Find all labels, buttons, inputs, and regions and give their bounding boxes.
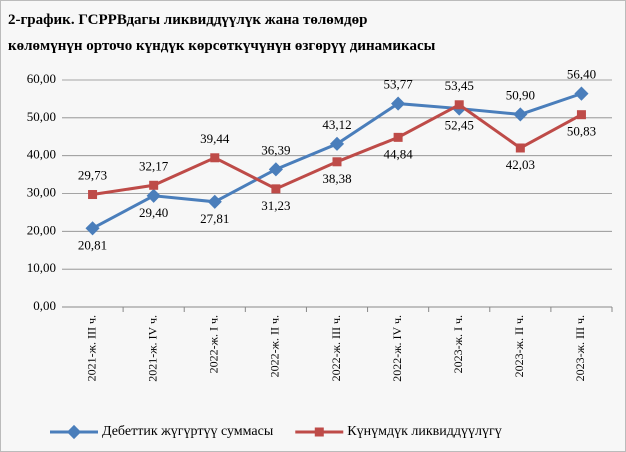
data-label: 38,38	[322, 171, 351, 186]
y-tick-label: 20,00	[27, 222, 56, 237]
marker	[513, 107, 528, 122]
data-label: 56,40	[567, 67, 596, 82]
x-tick-label: 2023-ж. I ч.	[451, 315, 465, 373]
marker	[146, 188, 161, 203]
marker	[576, 110, 586, 120]
data-label: 52,45	[445, 118, 474, 133]
data-label: 53,45	[445, 78, 474, 93]
marker	[574, 86, 589, 101]
data-label: 43,12	[322, 117, 351, 132]
legend-label: Дебеттик жүгүртүү суммасы	[102, 424, 274, 439]
chart-title: көлөмүнүн орточо күндүк көрсөткүчүнүн өз…	[8, 38, 436, 54]
x-tick-label: 2022-ж. I ч.	[207, 315, 221, 373]
x-tick-label: 2022-ж. III ч.	[329, 315, 343, 381]
data-label: 27,81	[200, 211, 229, 226]
legend-label: Күнүмдүк ликвиддүүлүгү	[347, 424, 501, 439]
x-tick-label: 2023-ж. III ч.	[573, 315, 587, 381]
marker	[393, 132, 403, 142]
marker	[515, 143, 525, 153]
y-tick-label: 30,00	[27, 184, 56, 199]
marker	[454, 100, 464, 110]
data-label: 53,77	[383, 77, 413, 92]
x-tick-label: 2021-ж. IV ч.	[145, 315, 159, 382]
x-tick-label: 2023-ж. II ч.	[512, 315, 526, 377]
x-tick-label: 2022-ж. IV ч.	[390, 315, 404, 382]
y-tick-label: 50,00	[27, 109, 56, 124]
marker	[329, 136, 345, 151]
legend-marker	[66, 424, 82, 440]
y-tick-label: 0,00	[33, 298, 56, 313]
marker	[391, 96, 406, 111]
marker	[207, 194, 222, 209]
data-label: 32,17	[139, 158, 169, 173]
data-label: 50,90	[506, 87, 535, 102]
data-label: 44,84	[383, 146, 413, 161]
y-tick-label: 60,00	[27, 71, 56, 86]
data-label: 29,73	[78, 168, 107, 183]
y-tick-label: 10,00	[27, 260, 56, 275]
y-tick-label: 40,00	[27, 147, 56, 162]
marker	[149, 180, 159, 190]
legend-marker	[314, 427, 324, 437]
marker	[88, 190, 98, 200]
data-label: 29,40	[139, 205, 168, 220]
data-label: 50,83	[567, 124, 596, 139]
x-tick-label: 2022-ж. II ч.	[268, 315, 282, 377]
data-label: 20,81	[78, 237, 107, 252]
marker	[271, 184, 281, 194]
marker	[210, 153, 220, 163]
marker	[268, 162, 283, 177]
data-label: 39,44	[200, 131, 230, 146]
x-tick-label: 2021-ж. III ч.	[84, 315, 98, 381]
data-label: 36,39	[261, 142, 290, 157]
marker	[332, 157, 342, 167]
chart-title: 2-график. ГСРРВдагы ликвиддүүлүк жана тө…	[8, 12, 367, 28]
data-label: 31,23	[261, 198, 290, 213]
data-label: 42,03	[506, 157, 535, 172]
